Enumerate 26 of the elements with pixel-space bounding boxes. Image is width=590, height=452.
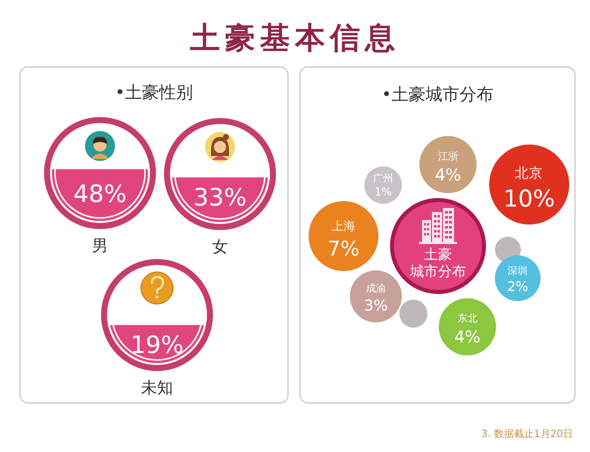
- text: •土豪城市分布: [381, 85, 494, 105]
- category-label: 男: [92, 236, 108, 255]
- text: •土豪性别: [114, 83, 194, 103]
- text: 3. 数据截止1月20日: [481, 428, 573, 440]
- data-label: 33%: [193, 183, 247, 212]
- category-label: 北京: [515, 165, 544, 182]
- category-label: 东北: [457, 312, 478, 325]
- text: 土豪基本信息: [189, 21, 400, 56]
- data-label: 1%: [374, 185, 392, 198]
- text: 土豪: [424, 247, 452, 263]
- text: 城市分布: [409, 264, 466, 280]
- category-label: 女: [212, 237, 228, 256]
- data-label: 10%: [503, 185, 555, 212]
- data-label: 4%: [434, 165, 462, 184]
- data-label: 19%: [130, 331, 184, 360]
- category-label: 成渝: [366, 282, 386, 295]
- category-label: 深圳: [508, 265, 528, 278]
- category-label: 江浙: [438, 150, 458, 162]
- category-label: 上海: [332, 218, 356, 233]
- data-label: 4%: [454, 328, 481, 347]
- category-label: 广州: [373, 172, 394, 185]
- data-label: 48%: [73, 180, 127, 208]
- data-label: 3%: [364, 296, 388, 315]
- data-label: 7%: [327, 236, 360, 260]
- data-label: 2%: [507, 280, 528, 295]
- category-label: 未知: [141, 378, 173, 397]
